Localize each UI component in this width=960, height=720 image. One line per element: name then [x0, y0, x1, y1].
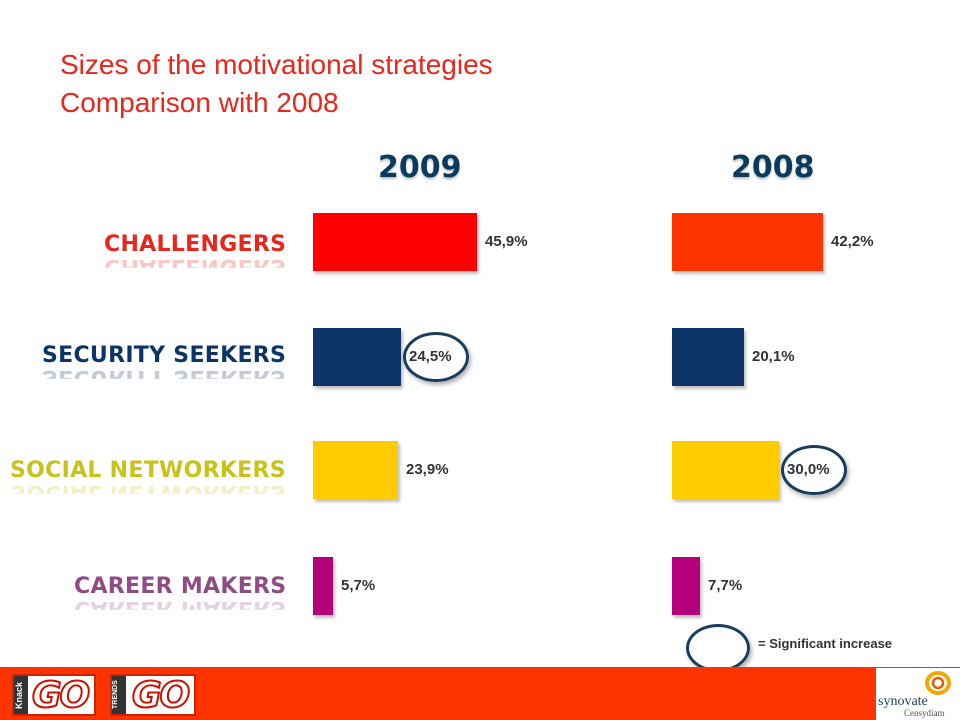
go-logo-2-text: GO [131, 675, 191, 716]
go-logo-2[interactable]: TRENDS GO [110, 674, 196, 716]
series-year-2008: 2008 [731, 150, 815, 185]
bar-2008-security-seekers [672, 328, 744, 386]
synovate-swirl-icon [925, 671, 951, 695]
legend-ring-icon [686, 624, 750, 672]
synovate-name: synovate [878, 694, 928, 709]
value-label-2008-3: 7,7% [708, 577, 743, 594]
category-label-social-networkers: SOCIAL NETWORKERS SOCIAL NETWORKERS [10, 458, 286, 505]
category-label-security-seekers: SECURITY SEEKERS SECURITY SEEKERS [42, 343, 287, 390]
significant-increase-ring [403, 332, 469, 382]
legend-label: = Significant increase [758, 636, 893, 651]
category-label-reflection: CHALLENGERS [104, 254, 287, 279]
bar-2008-social-networkers [672, 441, 779, 499]
bar-2008-challengers [672, 213, 823, 271]
bar-2009-career-makers [313, 557, 333, 615]
value-label-2009-3: 5,7% [341, 577, 376, 594]
title-line-2: Comparison with 2008 [60, 87, 339, 118]
category-label-reflection: CAREER MAKERS [74, 596, 287, 621]
category-label-reflection: SECURITY SEEKERS [42, 365, 287, 390]
synovate-sub: Censydiam [904, 708, 945, 718]
go-logo-2-tab: TRENDS [112, 676, 126, 714]
synovate-logo[interactable]: synovate Censydiam [876, 668, 960, 720]
bar-2009-challengers [313, 213, 477, 271]
category-label-challengers: CHALLENGERS CHALLENGERS [104, 232, 287, 279]
go-logo-1[interactable]: Knack GO [12, 674, 96, 716]
bar-2008-career-makers [672, 557, 700, 615]
category-label-reflection: SOCIAL NETWORKERS [10, 480, 286, 505]
title-line-1: Sizes of the motivational strategies [60, 49, 493, 80]
category-label-career-makers: CAREER MAKERS CAREER MAKERS [74, 574, 287, 621]
go-logo-1-text: GO [31, 675, 91, 716]
bar-2009-social-networkers [313, 441, 398, 499]
value-label-2009-2: 23,9% [406, 461, 449, 478]
value-label-2009-0: 45,9% [485, 233, 528, 250]
significant-increase-ring [781, 445, 847, 495]
series-year-2009: 2009 [378, 150, 462, 185]
bar-2009-security-seekers [313, 328, 401, 386]
go-logo-1-tab: Knack [14, 676, 28, 714]
value-label-2008-0: 42,2% [831, 233, 874, 250]
value-label-2008-1: 20,1% [752, 348, 795, 365]
page-title: Sizes of the motivational strategies Com… [60, 46, 493, 122]
